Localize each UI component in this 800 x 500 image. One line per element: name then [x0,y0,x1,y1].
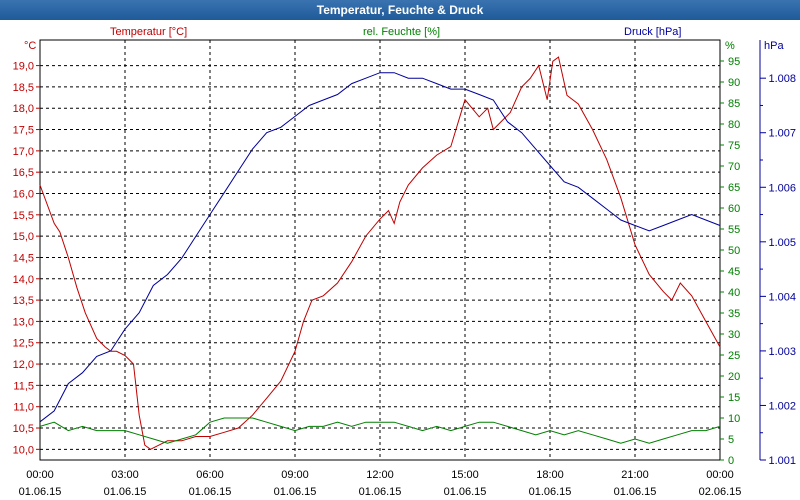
humid-line [39,417,721,444]
temp-axis-unit: °C [24,40,36,52]
temp-tick-label: 16,0 [13,189,34,201]
x-date-label: 01.06.15 [529,486,572,498]
temp-line [39,56,721,450]
temp-tick-label: 13,0 [13,316,34,328]
temp-tick-label: 14,0 [13,274,34,286]
x-date-label: 01.06.15 [444,486,487,498]
temp-tick-label: 11,5 [13,380,34,392]
legend-press: Druck [hPa] [624,26,681,38]
humid-tick-label: 50 [728,245,740,257]
humid-tick-label: 20 [728,371,740,383]
x-time-label: 00:00 [26,469,54,481]
humid-tick-label: 70 [728,161,740,173]
temp-tick-label: 13,5 [13,295,34,307]
x-date-label: 01.06.15 [19,486,62,498]
x-time-label: 18:00 [536,469,564,481]
window-title: Temperatur, Feuchte & Druck [0,0,800,20]
humid-tick-label: 30 [728,329,740,341]
legend-humid: rel. Feuchte [%] [363,26,440,38]
press-axis-unit: hPa [764,40,784,52]
humid-tick-label: 0 [728,455,734,467]
legend-temp: Temperatur [°C] [110,26,187,38]
x-date-label: 01.06.15 [104,486,147,498]
humid-tick-label: 75 [728,140,740,152]
x-time-label: 21:00 [621,469,649,481]
temp-tick-label: 12,0 [13,359,34,371]
temp-tick-label: 17,0 [13,146,34,158]
series-lines [39,56,721,450]
temp-tick-label: 15,5 [13,210,34,222]
press-line [39,72,721,423]
temp-tick-label: 18,5 [13,82,34,94]
temp-tick-label: 10,0 [13,444,34,456]
x-date-label: 01.06.15 [189,486,232,498]
temp-tick-label: 18,0 [13,103,34,115]
x-date-label: 01.06.15 [274,486,317,498]
humid-tick-label: 10 [728,413,740,425]
humid-tick-label: 15 [728,392,740,404]
temp-tick-label: 11,0 [13,402,34,414]
x-date-label: 02.06.15 [699,486,742,498]
humid-tick-label: 35 [728,308,740,320]
humid-tick-label: 65 [728,182,740,194]
humid-tick-label: 80 [728,119,740,131]
x-date-label: 01.06.15 [614,486,657,498]
x-time-label: 15:00 [451,469,479,481]
press-tick-label: 1.006 [768,182,796,194]
temp-tick-label: 19,0 [13,61,34,73]
press-tick-label: 1.004 [768,291,796,303]
humid-tick-label: 55 [728,224,740,236]
temp-tick-label: 14,5 [13,252,34,264]
grid [40,40,720,460]
axis-ticks: 00:00 01.06.15 03:00 01.06.15 06:00 01.06.15 0… [13,40,796,498]
x-time-label: 03:00 [111,469,139,481]
humid-tick-label: 90 [728,77,740,89]
humid-tick-label: 45 [728,266,740,278]
humid-tick-label: 60 [728,203,740,215]
x-time-label: 06:00 [196,469,224,481]
x-time-label: 12:00 [366,469,394,481]
press-tick-label: 1.001 [768,455,796,467]
x-date-label: 01.06.15 [359,486,402,498]
temp-tick-label: 15,0 [13,231,34,243]
x-time-label: 00:00 [706,469,734,481]
press-tick-label: 1.002 [768,400,796,412]
x-time-label: 09:00 [281,469,309,481]
temp-tick-label: 10,5 [13,423,34,435]
press-tick-label: 1.007 [768,128,796,140]
humid-axis-unit: % [725,40,735,52]
press-tick-label: 1.003 [768,346,796,358]
humid-tick-label: 95 [728,56,740,68]
temp-tick-label: 12,5 [13,338,34,350]
press-tick-label: 1.008 [768,73,796,85]
press-tick-label: 1.005 [768,237,796,249]
humid-tick-label: 25 [728,350,740,362]
humid-tick-label: 40 [728,287,740,299]
temp-tick-label: 17,5 [13,125,34,137]
temp-tick-label: 16,5 [13,167,34,179]
humid-tick-label: 5 [728,434,734,446]
humid-tick-label: 85 [728,98,740,110]
